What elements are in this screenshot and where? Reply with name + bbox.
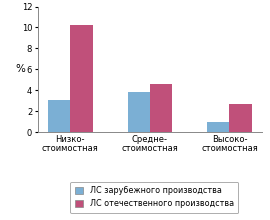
- Bar: [150, 84, 172, 132]
- Legend: ЛС зарубежного производства, ЛС отечественного производства: ЛС зарубежного производства, ЛС отечеств…: [70, 182, 238, 213]
- Bar: [48, 100, 70, 132]
- Bar: [207, 121, 230, 132]
- Bar: [230, 104, 252, 132]
- Bar: [127, 92, 150, 132]
- Bar: [70, 25, 93, 132]
- Y-axis label: %: %: [15, 64, 25, 74]
